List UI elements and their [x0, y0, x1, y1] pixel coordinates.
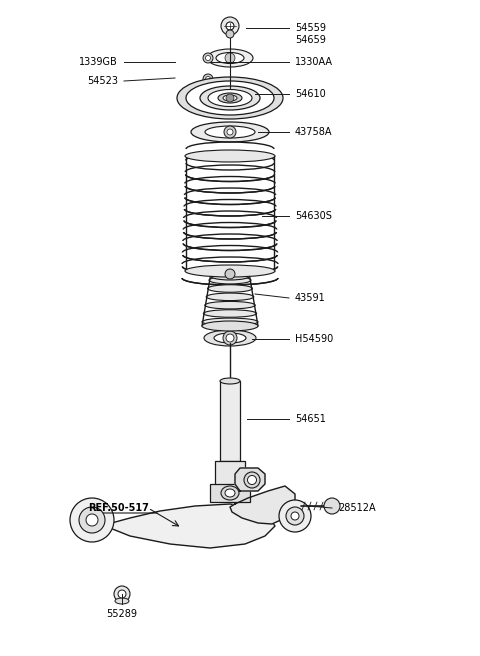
Text: 43758A: 43758A: [295, 127, 333, 137]
Ellipse shape: [205, 126, 255, 138]
Text: 1339GB: 1339GB: [79, 57, 118, 67]
Circle shape: [225, 53, 235, 63]
Circle shape: [324, 498, 340, 514]
Ellipse shape: [220, 378, 240, 384]
Circle shape: [227, 129, 233, 135]
Ellipse shape: [223, 95, 237, 101]
Circle shape: [221, 17, 239, 35]
Text: 54559: 54559: [295, 23, 326, 33]
Ellipse shape: [218, 93, 242, 103]
Text: REF.50-517: REF.50-517: [88, 503, 149, 513]
Circle shape: [225, 269, 235, 279]
Bar: [215, 461, 245, 486]
Circle shape: [205, 77, 211, 81]
Circle shape: [203, 74, 213, 84]
Circle shape: [226, 94, 234, 102]
Ellipse shape: [177, 77, 283, 119]
Circle shape: [291, 512, 299, 520]
Text: 54659: 54659: [295, 35, 326, 45]
Polygon shape: [230, 486, 295, 524]
Circle shape: [79, 507, 105, 533]
Circle shape: [70, 498, 114, 542]
Ellipse shape: [221, 486, 239, 500]
Circle shape: [114, 586, 130, 602]
Circle shape: [223, 331, 237, 345]
Ellipse shape: [200, 86, 260, 110]
Ellipse shape: [248, 476, 256, 485]
Text: 55289: 55289: [107, 609, 137, 619]
Ellipse shape: [210, 272, 250, 280]
Text: 54630S: 54630S: [295, 211, 332, 221]
Ellipse shape: [202, 318, 258, 325]
Ellipse shape: [205, 301, 255, 309]
Ellipse shape: [216, 52, 244, 64]
Text: 54610: 54610: [295, 89, 326, 99]
Circle shape: [226, 334, 234, 342]
Text: 54523: 54523: [87, 76, 118, 86]
Ellipse shape: [225, 489, 235, 497]
Ellipse shape: [185, 150, 275, 162]
Circle shape: [86, 514, 98, 526]
Circle shape: [118, 590, 126, 598]
Bar: [210, 484, 250, 502]
Text: H54590: H54590: [295, 334, 333, 344]
Ellipse shape: [214, 333, 246, 343]
Ellipse shape: [209, 276, 251, 284]
Ellipse shape: [115, 598, 129, 604]
Ellipse shape: [207, 285, 252, 293]
Circle shape: [286, 507, 304, 525]
Ellipse shape: [206, 293, 254, 300]
Ellipse shape: [202, 321, 258, 331]
Text: 54651: 54651: [295, 414, 326, 424]
Ellipse shape: [186, 81, 274, 115]
Ellipse shape: [191, 122, 269, 142]
Circle shape: [226, 30, 234, 38]
Text: 28512A: 28512A: [338, 503, 376, 513]
Ellipse shape: [185, 265, 275, 277]
Ellipse shape: [204, 330, 256, 346]
Ellipse shape: [207, 49, 253, 67]
Circle shape: [224, 126, 236, 138]
Polygon shape: [235, 468, 265, 491]
Circle shape: [226, 22, 234, 30]
Ellipse shape: [244, 472, 260, 488]
Circle shape: [203, 53, 213, 63]
Circle shape: [205, 56, 211, 60]
Text: 1330AA: 1330AA: [295, 57, 333, 67]
Bar: [220, 381, 240, 461]
Text: 43591: 43591: [295, 293, 326, 303]
Polygon shape: [85, 504, 275, 548]
Ellipse shape: [204, 310, 257, 318]
Circle shape: [279, 500, 311, 532]
Ellipse shape: [208, 89, 252, 106]
